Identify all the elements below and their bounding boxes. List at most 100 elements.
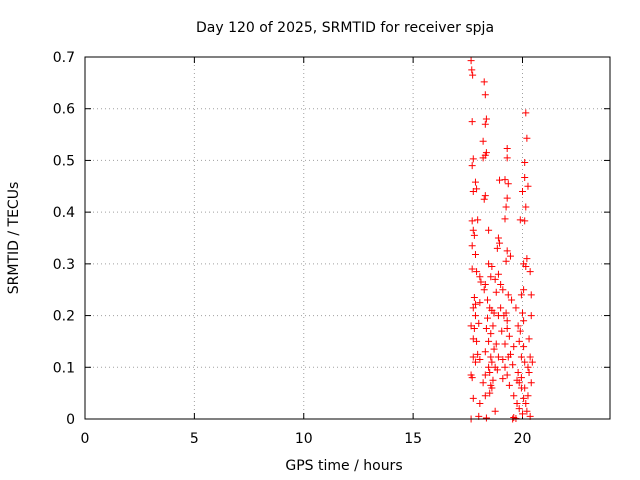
- data-point: [470, 231, 478, 239]
- data-point: [494, 270, 502, 278]
- data-point: [491, 407, 499, 415]
- data-point: [468, 265, 476, 273]
- data-point: [503, 325, 511, 332]
- data-point: [469, 353, 477, 361]
- data-point: [506, 252, 514, 260]
- data-point: [469, 304, 477, 312]
- data-point: [527, 291, 535, 299]
- y-tick-label: 0.7: [53, 50, 75, 66]
- data-point: [515, 379, 523, 387]
- x-tick-label: 0: [81, 431, 90, 447]
- data-point: [522, 109, 530, 117]
- data-point: [481, 91, 489, 99]
- data-point: [519, 309, 526, 317]
- data-point: [469, 226, 477, 234]
- x-tick-label: 15: [404, 431, 422, 447]
- data-point: [491, 275, 499, 283]
- data-point: [504, 291, 512, 299]
- data-point: [524, 182, 532, 190]
- data-point: [473, 268, 481, 276]
- data-point: [524, 392, 532, 400]
- data-point: [481, 120, 489, 128]
- data-point: [470, 293, 478, 301]
- y-tick-label: 0.3: [53, 257, 75, 273]
- data-point: [471, 251, 479, 259]
- data-point: [480, 78, 488, 86]
- data-point: [467, 57, 475, 65]
- data-point: [476, 399, 484, 407]
- data-point: [482, 149, 490, 157]
- data-point: [522, 399, 530, 407]
- y-tick-label: 0.2: [53, 309, 75, 325]
- data-point: [487, 273, 495, 281]
- data-point: [481, 392, 489, 400]
- data-point: [519, 187, 526, 195]
- data-point: [502, 309, 510, 317]
- data-point: [493, 244, 501, 252]
- data-point: [468, 162, 476, 170]
- data-point: [484, 314, 491, 322]
- data-point: [490, 309, 498, 317]
- data-point: [521, 173, 529, 181]
- data-point: [501, 176, 509, 184]
- data-point: [520, 317, 528, 325]
- data-point: [469, 187, 477, 195]
- data-point: [476, 299, 484, 307]
- data-point: [528, 358, 536, 366]
- data-point: [494, 353, 502, 361]
- data-point: [519, 410, 526, 418]
- data-point: [497, 304, 505, 312]
- data-point: [510, 343, 518, 351]
- data-point: [521, 384, 529, 392]
- data-point: [485, 337, 493, 345]
- y-tick-label: 0.1: [53, 360, 75, 376]
- data-point: [524, 363, 532, 371]
- data-point: [521, 217, 529, 225]
- chart-title: Day 120 of 2025, SRMTID for receiver spj…: [196, 20, 494, 36]
- data-point: [503, 371, 511, 379]
- data-point: [488, 262, 496, 270]
- data-point: [521, 158, 529, 166]
- data-point: [514, 368, 522, 376]
- plot-frame: [84, 56, 611, 420]
- data-point: [482, 414, 490, 422]
- data-point: [479, 379, 487, 387]
- data-point: [481, 371, 489, 379]
- data-point: [501, 340, 509, 348]
- data-point: [517, 374, 525, 382]
- data-point: [488, 358, 496, 366]
- data-point: [525, 335, 533, 343]
- data-point: [486, 389, 494, 397]
- data-point: [474, 350, 482, 358]
- data-point: [499, 356, 507, 364]
- data-point: [517, 353, 525, 361]
- data-point: [482, 325, 490, 332]
- data-point: [481, 281, 489, 289]
- data-point: [486, 368, 494, 376]
- y-axis-label: SRMTID / TECUs: [6, 182, 22, 295]
- data-point: [493, 366, 501, 374]
- y-tick-label: 0.5: [53, 153, 75, 169]
- data-point: [485, 363, 493, 371]
- data-point: [504, 180, 512, 188]
- data-point: [469, 71, 477, 79]
- data-point: [468, 374, 476, 382]
- data-point: [489, 322, 497, 330]
- data-point: [501, 363, 509, 371]
- data-point: [479, 137, 487, 145]
- axis-ticks: 0 0.1 0.2 0.3 0.4 0.5 0.6 0.7 0 5 10 15 20: [53, 50, 610, 447]
- data-point: [523, 407, 531, 415]
- y-tick-label: 0: [66, 412, 75, 428]
- data-point: [477, 278, 485, 286]
- data-point: [492, 288, 500, 296]
- data-point: [506, 350, 514, 358]
- y-tick-label: 0.4: [53, 205, 75, 221]
- data-point: [470, 325, 478, 332]
- data-point: [525, 368, 533, 376]
- data-point: [468, 242, 476, 250]
- data-point: [508, 296, 516, 304]
- data-point: [516, 216, 524, 224]
- data-point: [482, 115, 490, 123]
- data-point: [512, 414, 520, 422]
